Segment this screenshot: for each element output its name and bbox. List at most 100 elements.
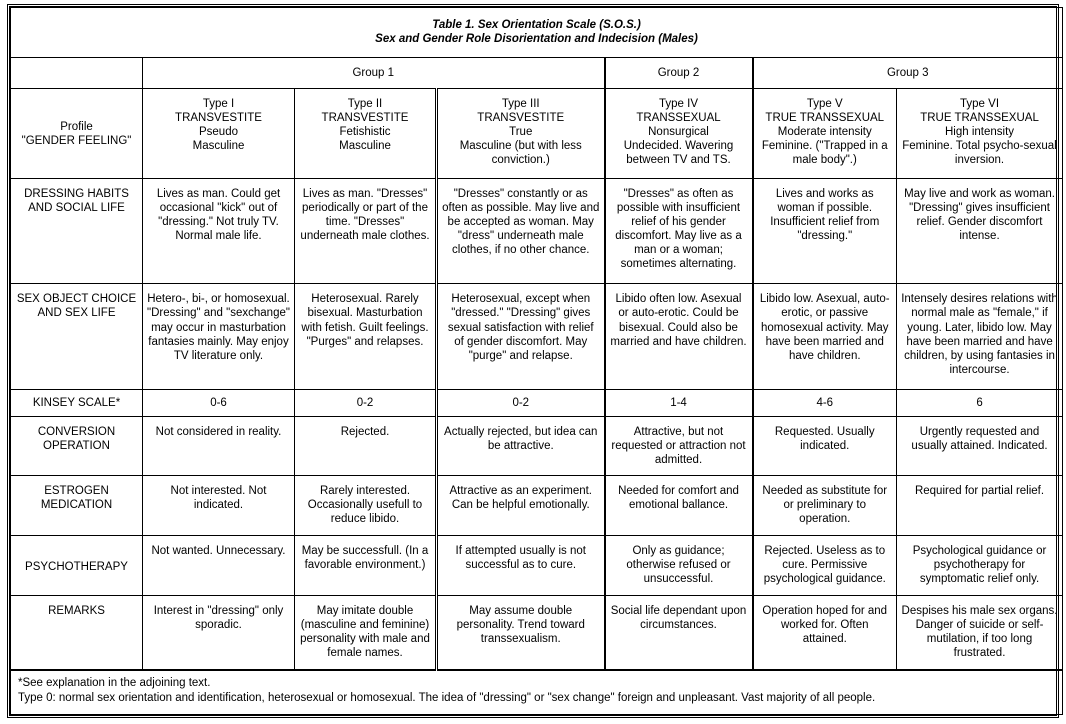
row-label: SEX OBJECT CHOICE AND SEX LIFE — [10, 283, 143, 390]
type-intensity: Fetishistic — [339, 126, 391, 139]
row-label: KINSEY SCALE* — [10, 388, 143, 417]
row-cell: Social life dependant upon circumstances… — [603, 594, 753, 671]
row-cell: Libido often low. Asexual or auto-erotic… — [603, 283, 753, 390]
group-header-blank — [10, 56, 143, 90]
sex-orientation-scale-table: Table 1. Sex Orientation Scale (S.O.S.) … — [9, 7, 1064, 716]
type-name: Type II — [347, 98, 383, 111]
row-cell: May be successfull. (In a favorable envi… — [294, 535, 437, 596]
footnote-line-1: *See explanation in the adjoining text. — [18, 677, 211, 690]
row-label: DRESSING HABITS AND SOCIAL LIFE — [10, 178, 143, 285]
row-cell: Heterosexual. Rarely bisexual. Masturbat… — [294, 283, 437, 390]
type-feeling: Feminine. Total psycho-sexual inversion. — [902, 140, 1057, 167]
profile-label-line-2: "GENDER FEELING" — [21, 134, 132, 147]
row-cell: 1-4 — [603, 388, 753, 417]
group-header-group3: Group 3 — [751, 56, 1064, 90]
row-cell: Urgently requested and usually attained.… — [895, 415, 1064, 477]
row-cell: Needed for comfort and emotional ballanc… — [603, 475, 753, 536]
type-feeling: Masculine — [339, 140, 391, 153]
profile-cell-type-5: Type V TRUE TRANSSEXUAL Moderate intensi… — [751, 88, 897, 180]
row-cell: 0-6 — [142, 388, 295, 417]
profile-cell-type-3: Type III TRANSVESTITE True Masculine (bu… — [435, 88, 605, 180]
type-name: Type IV — [659, 98, 698, 111]
profile-cell-type-4: Type IV TRANSSEXUAL Nonsurgical Undecide… — [603, 88, 753, 180]
type-name: Type V — [806, 98, 843, 111]
type-feeling: Masculine — [192, 140, 245, 153]
table-footnote: *See explanation in the adjoining text. … — [9, 669, 1064, 716]
type-name: Type I — [202, 98, 235, 111]
type-name: Type VI — [960, 98, 1000, 111]
row-cell: Operation hoped for and worked for. Ofte… — [751, 594, 897, 671]
row-cell: Hetero-, bi-, or homosexual. "Dressing" … — [142, 283, 295, 390]
row-cell: Rarely interested. Occasionally usefull … — [294, 475, 437, 536]
type-kind: TRANSVESTITE — [175, 112, 262, 125]
row-cell: Heterosexual, except when "dressed." "Dr… — [435, 283, 605, 390]
row-cell: Not considered in reality. — [142, 415, 295, 477]
row-cell: Requested. Usually indicated. — [751, 415, 897, 477]
row-cell: 0-2 — [435, 388, 605, 417]
table-row: SEX OBJECT CHOICE AND SEX LIFE Hetero-, … — [10, 283, 1064, 390]
table-row: CONVERSION OPERATION Not considered in r… — [10, 415, 1064, 477]
type-kind: TRANSSEXUAL — [636, 112, 721, 125]
type-intensity: Nonsurgical — [648, 126, 709, 139]
row-cell: Lives as man. Could get occasional "kick… — [142, 178, 295, 285]
row-cell: Lives and works as woman if possible. In… — [751, 178, 897, 285]
type-name: Type III — [501, 98, 540, 111]
row-cell: Interest in "dressing" only sporadic. — [142, 594, 295, 671]
type-kind: TRANSVESTITE — [477, 112, 565, 125]
profile-row-label: Profile "GENDER FEELING" — [10, 88, 143, 180]
row-cell: Actually rejected, but idea can be attra… — [435, 415, 605, 477]
page-title: Table 1. Sex Orientation Scale (S.O.S.) … — [9, 7, 1064, 58]
row-cell: Rejected. Useless as to cure. Permissive… — [751, 535, 897, 596]
row-cell: Attractive as an experiment. Can be help… — [435, 475, 605, 536]
row-label: CONVERSION OPERATION — [10, 415, 143, 477]
row-cell: May imitate double (masculine and femini… — [294, 594, 437, 671]
footnote-line-2: Type 0: normal sex orientation and ident… — [18, 691, 876, 704]
profile-cell-type-6: Type VI TRUE TRANSSEXUAL High intensity … — [895, 88, 1064, 180]
type-kind: TRANSVESTITE — [321, 112, 409, 125]
row-cell: "Dresses" constantly or as often as poss… — [435, 178, 605, 285]
profile-label-line-1: Profile — [60, 120, 93, 133]
row-cell: Lives as man. "Dresses" periodically or … — [294, 178, 437, 285]
row-cell: May live and work as woman. "Dressing" g… — [895, 178, 1064, 285]
title-line-1: Table 1. Sex Orientation Scale (S.O.S.) — [432, 18, 641, 31]
profile-row: Profile "GENDER FEELING" Type I TRANSVES… — [10, 88, 1064, 180]
row-cell: Psychological guidance or psychotherapy … — [895, 535, 1064, 596]
type-intensity: Pseudo — [198, 126, 238, 139]
row-cell: Libido low. Asexual, auto-erotic, or pas… — [751, 283, 897, 390]
title-line-2: Sex and Gender Role Disorientation and I… — [375, 32, 698, 45]
table-row: PSYCHOTHERAPY Not wanted. Unnecessary. M… — [10, 535, 1064, 596]
row-cell: Despises his male sex organs. Danger of … — [895, 594, 1064, 671]
table-row: ESTROGEN MEDICATION Not interested. Not … — [10, 475, 1064, 536]
row-cell: Needed as substitute for or preliminary … — [751, 475, 897, 536]
type-feeling: Feminine. ("Trapped in a male body".) — [761, 140, 888, 167]
row-cell: Not interested. Not indicated. — [142, 475, 295, 536]
group-header-group1: Group 1 — [142, 56, 605, 90]
group-header-row: Group 1 Group 2 Group 3 — [10, 56, 1064, 90]
row-label: REMARKS — [10, 594, 143, 671]
row-cell: Attractive, but not requested or attract… — [603, 415, 753, 477]
type-feeling: Undecided. Wavering between TV and TS. — [623, 140, 734, 167]
row-cell: If attempted usually is not successful a… — [435, 535, 605, 596]
row-cell: "Dresses" as often as possible with insu… — [603, 178, 753, 285]
profile-cell-type-1: Type I TRANSVESTITE Pseudo Masculine — [142, 88, 295, 180]
row-label: ESTROGEN MEDICATION — [10, 475, 143, 536]
table-row: DRESSING HABITS AND SOCIAL LIFE Lives as… — [10, 178, 1064, 285]
footnote-row: *See explanation in the adjoining text. … — [9, 669, 1064, 716]
type-intensity: True — [509, 126, 533, 139]
type-intensity: Moderate intensity — [777, 126, 872, 139]
row-cell: 4-6 — [751, 388, 897, 417]
row-cell: Intensely desires relations with normal … — [895, 283, 1064, 390]
table-row-kinsey: KINSEY SCALE* 0-6 0-2 0-2 1-4 4-6 6 — [10, 388, 1064, 417]
type-intensity: High intensity — [944, 126, 1015, 139]
row-label: PSYCHOTHERAPY — [10, 535, 143, 596]
type-kind: TRUE TRANSSEXUAL — [765, 112, 885, 125]
row-cell: May assume double personality. Trend tow… — [435, 594, 605, 671]
row-cell: 0-2 — [294, 388, 437, 417]
sos-table-container: Table 1. Sex Orientation Scale (S.O.S.) … — [7, 4, 1064, 718]
row-cell: Only as guidance; otherwise refused or u… — [603, 535, 753, 596]
table-title-row: Table 1. Sex Orientation Scale (S.O.S.) … — [9, 7, 1064, 58]
profile-cell-type-2: Type II TRANSVESTITE Fetishistic Masculi… — [294, 88, 437, 180]
row-cell: Required for partial relief. — [895, 475, 1064, 536]
row-cell: 6 — [895, 388, 1064, 417]
